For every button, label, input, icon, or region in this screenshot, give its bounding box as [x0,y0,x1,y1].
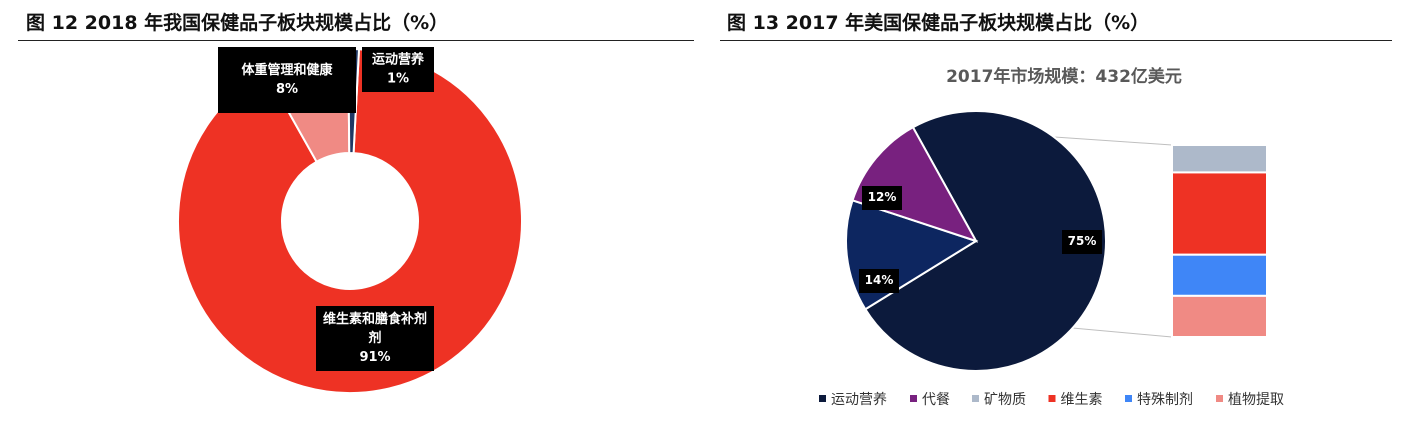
donut-label-sports-box [362,47,434,92]
pie-label-14-line-0: 14% [865,273,894,287]
legend-swatch-1 [910,395,917,402]
donut-label-vitamins-box [316,306,434,371]
donut-label-weight-mgmt-line-0: 体重管理和健康 [241,62,333,78]
donut-label-vitamins-line-0: 维生素和膳食补剂 [323,311,427,327]
donut-label-weight-mgmt-box [218,47,356,113]
donut-label-weight-mgmt: 体重管理和健康 8% [218,47,356,113]
legend-label-2: 矿物质 [984,392,1026,408]
pie-label-75-line-0: 75% [1068,234,1097,248]
pie-label-75-box [1062,230,1102,254]
legend-swatch-0 [819,395,826,402]
pie-title: 2017年市场规模：432亿美元 [946,66,1182,87]
pie-label-12-line-0: 12% [868,190,897,204]
pie-label-12-box [862,186,902,210]
legend-swatch-5 [1216,395,1223,402]
right-title-rule [720,40,1392,41]
right-figure-title: 图 13 2017 年美国保健品子板块规模占比（%） [727,12,1150,34]
legend-item-0: 运动营养 [819,392,887,408]
legend-item-4: 特殊制剂 [1125,392,1193,408]
legend-label-1: 代餐 [922,392,950,408]
legend-item-2: 矿物质 [972,392,1026,408]
legend-label-5: 植物提取 [1228,392,1284,408]
donut-label-sports: 运动营养 1% [362,47,434,92]
legend-label-3: 维生素 [1061,392,1103,408]
legend-swatch-3 [1048,395,1056,402]
pie-label-12: 12% [862,186,902,210]
bar-segment-1 [1171,171,1268,256]
pie-label-75: 75% [1062,230,1102,254]
legend-item-1: 代餐 [910,392,950,408]
donut-label-vitamins-line-1: 剂 [367,330,381,346]
legend-swatch-4 [1125,395,1132,402]
legend-label-4: 特殊制剂 [1137,392,1193,408]
left-figure-title: 图 12 2018 年我国保健品子板块规模占比（%） [26,12,449,34]
left-title-rule [18,40,694,41]
legend-item-5: 植物提取 [1216,392,1284,408]
donut-slice-0 [177,48,523,394]
donut-label-vitamins-line-2: 91% [359,350,390,365]
pie-slice-sports [863,110,1107,372]
bar-segment-2 [1171,253,1268,297]
legend-swatch-2 [972,395,979,402]
bar-segment-0 [1171,144,1268,174]
pie-slice-meal [851,125,979,243]
legend-label-0: 运动营养 [831,392,887,408]
donut-label-weight-mgmt-line-1: 8% [276,82,298,97]
legend-item-3: 维生素 [1048,392,1103,408]
donut-label-sports-line-1: 1% [387,72,409,87]
donut-label-sports-line-0: 运动营养 [372,52,425,68]
pie-label-14-box [859,269,899,293]
pie-label-14: 14% [859,269,899,293]
bar-segment-3 [1171,294,1268,339]
